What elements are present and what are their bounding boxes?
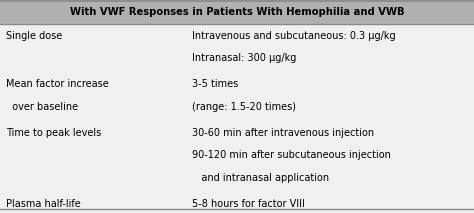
Text: 30-60 min after intravenous injection: 30-60 min after intravenous injection bbox=[192, 128, 374, 138]
Text: over baseline: over baseline bbox=[6, 102, 78, 112]
Text: Single dose: Single dose bbox=[6, 31, 62, 41]
Text: 3-5 times: 3-5 times bbox=[192, 79, 238, 89]
Text: and intranasal application: and intranasal application bbox=[192, 173, 329, 183]
Text: 90-120 min after subcutaneous injection: 90-120 min after subcutaneous injection bbox=[192, 150, 391, 160]
Text: Mean factor increase: Mean factor increase bbox=[6, 79, 109, 89]
Text: Plasma half-life: Plasma half-life bbox=[6, 199, 81, 209]
Text: Intravenous and subcutaneous: 0.3 μg/kg: Intravenous and subcutaneous: 0.3 μg/kg bbox=[192, 31, 396, 41]
Text: Intranasal: 300 μg/kg: Intranasal: 300 μg/kg bbox=[192, 53, 296, 63]
Text: (range: 1.5-20 times): (range: 1.5-20 times) bbox=[192, 102, 296, 112]
Text: With VWF Responses in Patients With Hemophilia and VWB: With VWF Responses in Patients With Hemo… bbox=[70, 7, 404, 17]
Text: 5-8 hours for factor VIII: 5-8 hours for factor VIII bbox=[192, 199, 305, 209]
Bar bbox=[0, 0, 474, 24]
Text: Time to peak levels: Time to peak levels bbox=[6, 128, 101, 138]
